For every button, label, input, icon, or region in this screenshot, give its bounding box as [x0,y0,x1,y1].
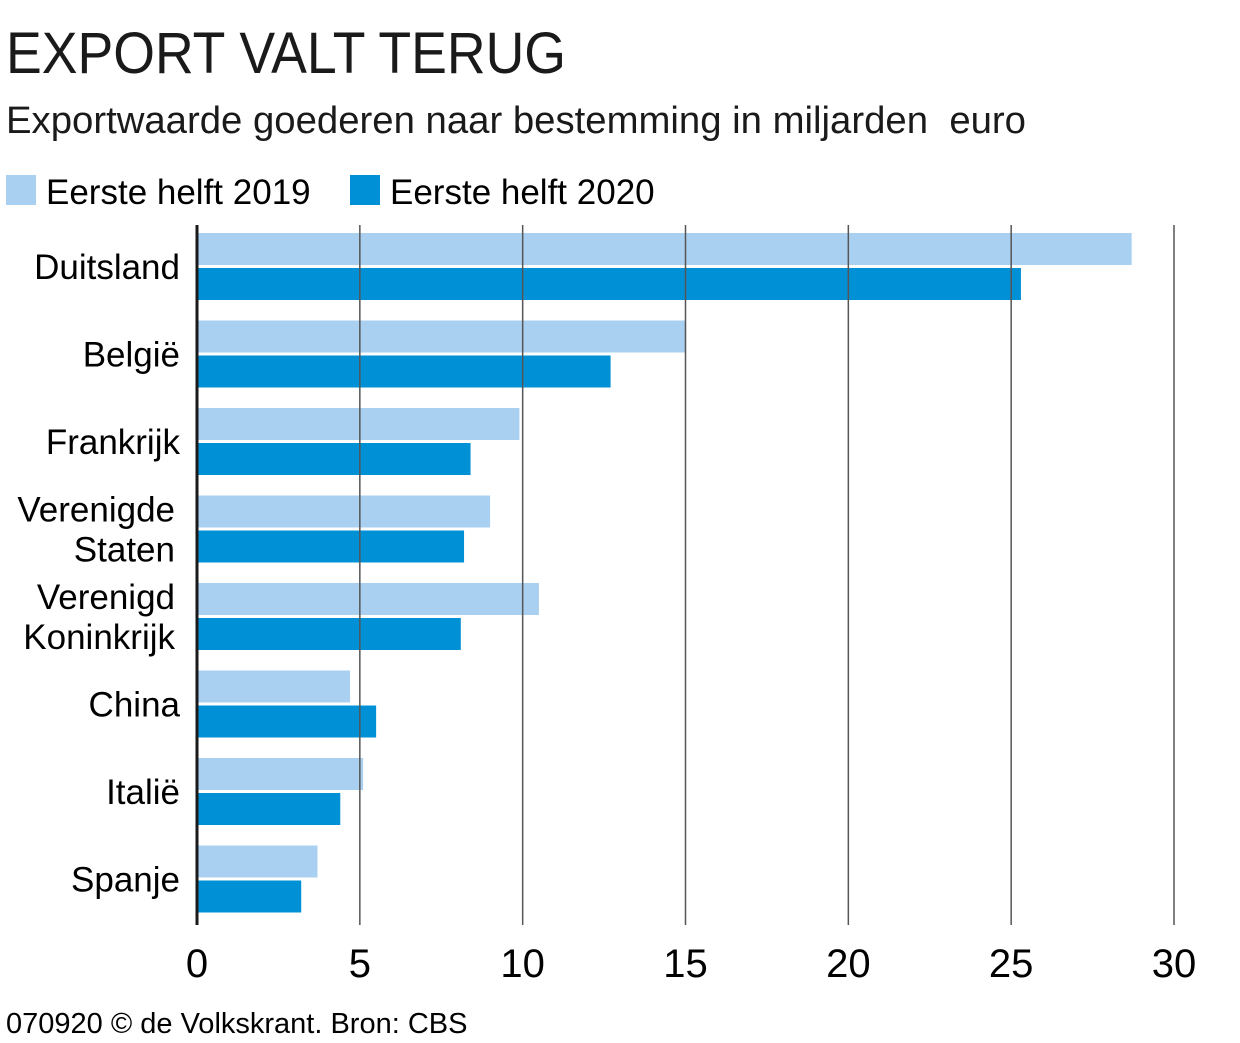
bar-2020 [197,355,611,388]
x-tick-label: 20 [826,942,871,986]
category-label: Koninkrijk [23,618,175,657]
bar-2019 [197,583,539,615]
bar-2020 [197,705,377,738]
bar-2019 [197,233,1132,265]
bar-2019 [197,408,520,440]
category-label: Frankrijk [46,423,181,462]
category-label: China [89,686,181,725]
legend-swatch-2020 [350,175,380,205]
legend-label-2020: Eerste helft 2020 [390,173,655,212]
bars-group [197,233,1132,913]
category-label: België [83,336,180,375]
bar-2020 [197,443,471,475]
footer-credit: 070920 © de Volkskrant. Bron: CBS [6,1008,467,1038]
x-tick-label: 15 [663,942,708,986]
category-label: Duitsland [34,248,180,287]
bar-2020 [197,618,461,650]
category-label: Verenigde [17,491,175,530]
x-tick-label: 30 [1152,942,1197,986]
category-label: Italië [106,773,180,812]
x-tick-label: 25 [989,942,1034,986]
legend-swatch-2019 [6,175,36,205]
chart-subtitle: Exportwaarde goederen naar bestemming in… [6,100,1026,142]
x-tick-label: 0 [186,942,208,986]
category-label: Staten [74,531,175,570]
chart-title: EXPORT VALT TERUG [6,21,566,86]
bar-2019 [197,670,351,703]
category-label: Spanje [71,861,180,900]
bar-2020 [197,530,465,563]
category-label: Verenigd [37,578,175,617]
legend: Eerste helft 2019 Eerste helft 2020 [6,173,655,212]
bar-2019 [197,320,686,353]
x-tick-label: 10 [500,942,545,986]
bar-2019 [197,495,491,528]
bar-2020 [197,880,302,913]
legend-label-2019: Eerste helft 2019 [46,173,311,212]
bar-2020 [197,268,1021,300]
gridlines [195,225,1175,925]
bar-2019 [197,758,364,790]
x-tick-labels: 0 5 10 15 20 25 30 [186,942,1196,986]
bar-2019 [197,845,318,878]
x-tick-label: 5 [349,942,371,986]
bar-2020 [197,793,341,825]
